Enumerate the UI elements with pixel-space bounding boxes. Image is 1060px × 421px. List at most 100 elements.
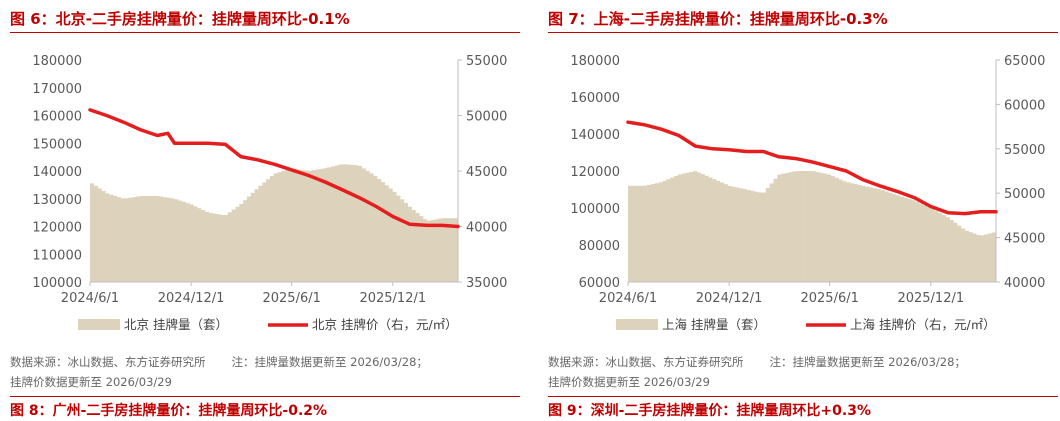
volume-bar [319,168,324,282]
volume-bar [796,171,801,282]
volume-bar [174,199,179,282]
volume-bar [731,186,736,282]
volume-bar [788,172,793,282]
volume-bar [872,188,878,282]
left-tick-label: 100000 [570,202,620,217]
volume-bar [666,179,671,282]
volume-bar [953,222,958,282]
legend-swatch-volume [616,319,658,330]
volume-bar [861,185,866,282]
volume-bar [304,170,309,282]
legend-label-volume: 上海 挂牌量（套） [662,317,766,332]
title-rule [10,32,520,33]
volume-bar [991,232,996,282]
volume-bar [116,197,121,282]
volume-bar [884,191,889,282]
volume-bar [735,187,740,282]
volume-bar [365,170,370,282]
volume-bar [945,217,950,282]
update-note: 注：挂牌量数据更新至 2026/03/28； [769,355,966,369]
left-tick-label: 130000 [32,193,82,208]
volume-bar [216,214,221,282]
volume-bar [761,192,767,282]
volume-bar [181,201,186,282]
volume-bar [964,230,969,282]
volume-bar [949,219,954,282]
source-text: 数据来源：冰山数据、东方证券研究所 [10,355,206,369]
volume-bar [700,174,705,282]
volume-bar [723,184,728,282]
bottom-rule [10,396,520,397]
volume-bar [419,216,424,282]
title-rule [548,32,1058,33]
volume-bar [635,185,640,282]
volume-bar [693,171,698,282]
volume-bar [285,169,290,282]
volume-bar [250,192,255,282]
volume-bar [696,172,702,282]
volume-bar [212,213,217,282]
volume-bar [143,195,148,282]
left-tick-label: 110000 [32,248,82,263]
volume-bar [689,171,694,282]
volume-bar [346,164,351,282]
volume-bar [338,164,343,282]
volume-bar [361,168,366,282]
volume-bar [926,206,931,282]
volume-bar [90,183,95,282]
volume-bar [292,168,297,282]
volume-bar [987,233,992,282]
volume-bar [758,192,763,282]
next-figure-title: 图 9：深圳-二手房挂牌量价：挂牌量周环比+0.3% [548,403,871,419]
volume-bar [223,215,229,282]
volume-bar [685,172,690,282]
volume-bar [388,188,393,282]
volume-bar [273,173,278,282]
next-figure-title: 图 8：广州-二手房挂牌量价：挂牌量周环比-0.2% [10,403,328,419]
volume-bar [135,196,141,282]
volume-bar [254,189,259,282]
price-line-series [88,108,460,229]
price-update-note: 挂牌价数据更新至 2026/03/29 [10,375,172,389]
volume-bar [430,219,435,282]
x-tick-label: 2025/12/1 [897,291,964,306]
volume-bar [815,172,820,282]
x-tick-label: 2025/6/1 [262,291,320,306]
volume-bar [972,233,977,282]
volume-bar [262,182,267,282]
volume-bar [162,197,167,282]
volume-bar [704,175,709,282]
volume-bar [166,197,171,282]
bottom-rule [548,396,1058,397]
volume-bar [423,219,428,282]
volume-area-series [90,164,458,282]
volume-bar [899,196,904,282]
volume-bar [449,218,454,282]
volume-bar [658,182,663,282]
volume-bar [407,206,412,282]
volume-bar [300,170,305,282]
volume-bar [109,194,114,282]
volume-bar [918,203,924,282]
right-tick-label: 40000 [1004,276,1045,291]
volume-bar [781,173,786,282]
volume-bar [643,185,648,282]
volume-bar [258,185,263,282]
volume-bar [201,210,206,282]
volume-bar [765,188,770,282]
volume-bar [445,218,451,282]
volume-bar [639,185,644,282]
volume-bar [941,215,946,282]
volume-bar [915,201,920,282]
volume-bar [308,170,313,282]
volume-bar [631,185,636,282]
volume-bar [827,174,832,282]
volume-bar [647,184,652,282]
volume-bar [246,196,252,282]
volume-bar [777,174,782,282]
source-note: 数据来源：冰山数据、东方证券研究所 注：挂牌量数据更新至 2026/03/28； … [10,352,428,392]
right-tick-label: 60000 [1004,98,1045,113]
volume-bar [662,180,667,282]
volume-bar [742,189,747,282]
volume-bar [681,173,686,282]
